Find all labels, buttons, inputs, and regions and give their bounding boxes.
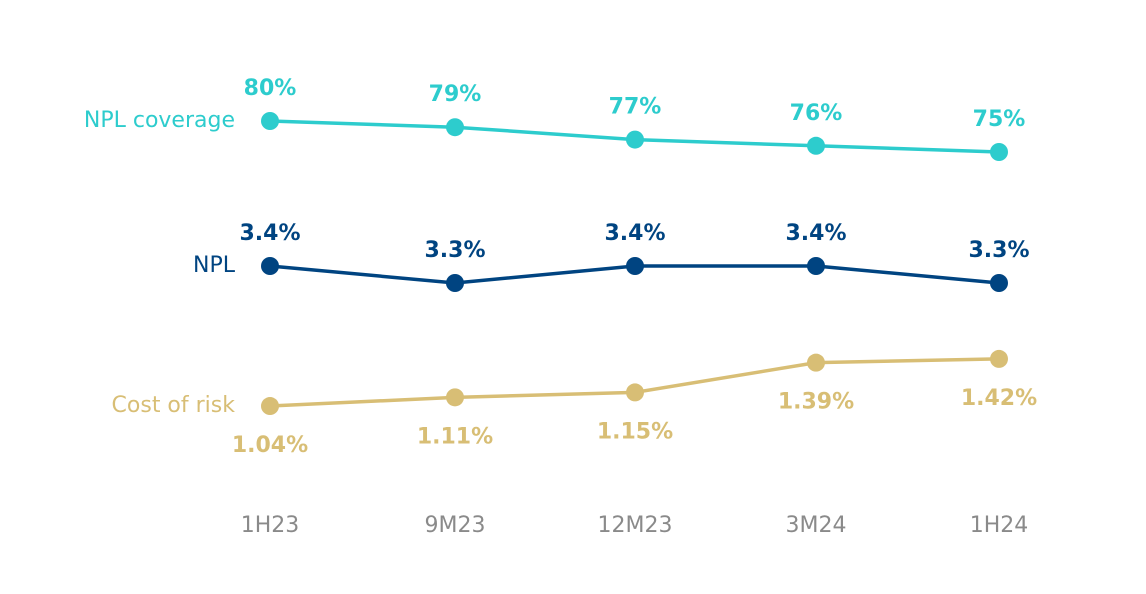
value-label: 1.11%	[417, 424, 493, 449]
data-point	[626, 257, 644, 275]
data-point	[990, 143, 1008, 161]
value-label: 3.4%	[785, 221, 846, 246]
value-label: 3.3%	[968, 238, 1029, 263]
value-label: 1.42%	[961, 386, 1037, 411]
data-point	[626, 130, 644, 149]
x-tick-label: 12M23	[598, 513, 673, 538]
data-point	[807, 353, 825, 372]
data-point	[446, 274, 464, 292]
value-label: 75%	[973, 107, 1026, 132]
value-label: 76%	[790, 101, 843, 126]
value-label: 3.4%	[604, 221, 665, 246]
value-label: 1.04%	[232, 433, 308, 458]
value-label: 3.4%	[239, 221, 300, 246]
data-point	[990, 349, 1008, 368]
x-tick-label: 3M24	[786, 513, 847, 538]
series-label: Cost of risk	[112, 393, 236, 418]
x-tick-label: 1H24	[970, 513, 1029, 538]
value-label: 80%	[244, 76, 297, 101]
series-label: NPL coverage	[84, 108, 235, 133]
data-point	[261, 112, 279, 130]
x-tick-label: 1H23	[241, 513, 300, 538]
value-label: 1.15%	[597, 419, 673, 444]
data-point	[807, 136, 825, 155]
data-point	[261, 397, 279, 416]
value-label: 1.39%	[778, 390, 854, 415]
data-point	[626, 383, 644, 402]
value-label: 77%	[609, 95, 662, 120]
value-label: 79%	[429, 82, 482, 107]
data-point	[807, 257, 825, 275]
value-label: 3.3%	[424, 238, 485, 263]
series-label: NPL	[193, 253, 236, 278]
data-point	[261, 257, 279, 275]
data-point	[446, 388, 464, 407]
data-point	[446, 118, 464, 137]
data-point	[990, 274, 1008, 292]
x-tick-label: 9M23	[425, 513, 486, 538]
